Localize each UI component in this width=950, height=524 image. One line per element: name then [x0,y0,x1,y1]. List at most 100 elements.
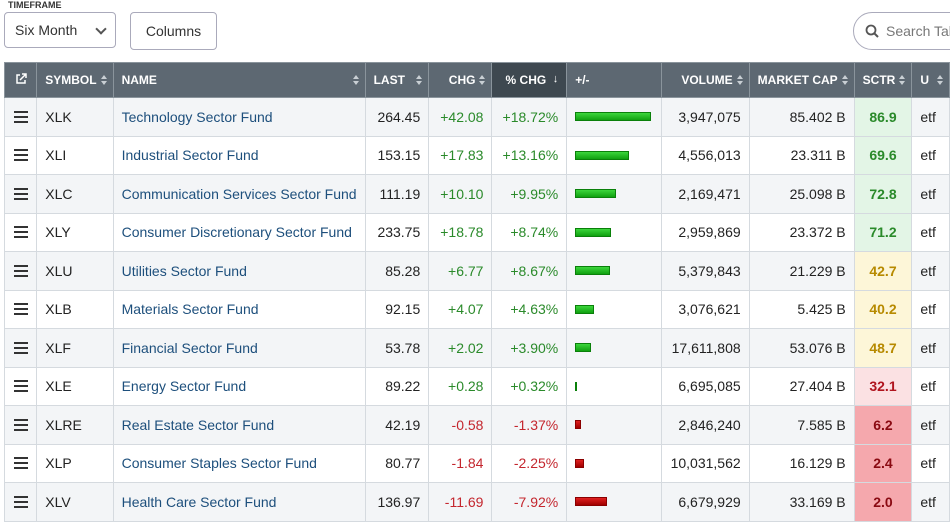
row-menu[interactable] [3,405,38,445]
sort-arrow [416,81,423,85]
column-header[interactable]: VOLUME [661,62,750,98]
menu-icon[interactable] [13,264,28,277]
menu-icon[interactable] [13,418,28,431]
change-bar [575,150,629,160]
volume-cell: 6,679,929 [661,482,750,522]
row-menu[interactable] [3,212,38,252]
column-header-label: SCTR [862,73,896,87]
export-icon [15,72,27,84]
menu-icon[interactable] [13,110,28,123]
column-header[interactable]: CHG [428,62,493,98]
row-menu[interactable] [3,482,38,522]
chg-cell: +4.07 [428,289,493,329]
sctr-cell: 86.9 [853,97,913,137]
chg-cell: -1.84 [428,443,493,483]
sort-arrow [352,75,359,79]
column-header[interactable]: SCTR [853,62,913,98]
menu-icon[interactable] [13,341,28,354]
bar-cell [566,366,663,406]
sctr-cell: 40.2 [853,289,913,329]
symbol-cell: XLK [36,97,114,137]
sort-arrow [736,81,743,85]
name-cell[interactable]: Utilities Sector Fund [112,251,366,291]
symbol-cell: XLB [36,289,114,329]
bar-cell [566,289,663,329]
column-header[interactable]: SYMBOL [36,62,114,98]
market-cap-cell: 5.425 B [748,289,855,329]
row-menu[interactable] [3,443,38,483]
chg-cell: -0.58 [428,405,493,445]
change-bar [575,112,652,122]
menu-icon[interactable] [13,495,28,508]
menu-icon[interactable] [13,226,28,239]
change-bar [575,458,585,468]
u-cell: etf [911,482,950,522]
u-cell: etf [911,135,950,175]
chg-cell: +10.10 [428,174,493,214]
name-cell[interactable]: Industrial Sector Fund [112,135,366,175]
menu-icon[interactable] [13,457,28,470]
market-cap-cell: 16.129 B [748,443,855,483]
column-header[interactable]: NAME [112,62,366,98]
export-header[interactable] [3,62,38,98]
name-cell[interactable]: Health Care Sector Fund [112,482,366,522]
market-cap-cell: 7.585 B [748,405,855,445]
u-cell: etf [911,97,950,137]
symbol-cell: XLV [36,482,114,522]
row-menu[interactable] [3,366,38,406]
row-menu[interactable] [3,174,38,214]
column-header[interactable]: LAST [364,62,430,98]
last-cell: 85.28 [364,251,430,291]
sort-arrow [479,75,486,79]
row-menu[interactable] [3,251,38,291]
symbol-cell: XLY [36,212,114,252]
search-box[interactable]: Search Table [853,12,950,50]
menu-icon[interactable] [13,303,28,316]
pct-chg-cell: -1.37% [491,405,568,445]
name-cell[interactable]: Communication Services Sector Fund [112,174,366,214]
menu-icon[interactable] [13,380,28,393]
menu-icon[interactable] [13,187,28,200]
bar-cell [566,482,663,522]
volume-cell: 5,379,843 [661,251,750,291]
symbol-cell: XLU [36,251,114,291]
change-bar [575,420,581,430]
volume-cell: 2,959,869 [661,212,750,252]
row-menu[interactable] [3,289,38,329]
name-cell[interactable]: Consumer Discretionary Sector Fund [112,212,366,252]
column-header[interactable]: % CHG ↓ [491,62,568,98]
menu-icon[interactable] [13,149,28,162]
sort-arrow [841,75,848,79]
sector-table: SYMBOL NAME LAST CHG % CHG ↓ +/- VOLUME MARKET C… [3,62,950,522]
sort-arrow [100,81,107,85]
name-cell[interactable]: Real Estate Sector Fund [112,405,366,445]
name-cell[interactable]: Consumer Staples Sector Fund [112,443,366,483]
name-cell[interactable]: Financial Sector Fund [112,328,366,368]
bar-cell [566,135,663,175]
u-cell: etf [911,366,950,406]
volume-cell: 17,611,808 [661,328,750,368]
table-row: XLU Utilities Sector Fund 85.28 +6.77 +8.67%… [3,251,950,291]
name-cell[interactable]: Technology Sector Fund [112,97,366,137]
market-cap-cell: 53.076 B [748,328,855,368]
columns-button[interactable]: Columns [130,12,217,50]
column-header[interactable]: U [911,62,950,98]
row-menu[interactable] [3,97,38,137]
bar-cell [566,174,663,214]
name-cell[interactable]: Materials Sector Fund [112,289,366,329]
u-cell: etf [911,174,950,214]
row-menu[interactable] [3,328,38,368]
volume-cell: 2,169,471 [661,174,750,214]
column-header[interactable]: +/- [566,62,663,98]
sort-arrow [899,75,906,79]
bar-cell [566,212,663,252]
sctr-cell: 71.2 [853,212,913,252]
name-cell[interactable]: Energy Sector Fund [112,366,366,406]
volume-cell: 10,031,562 [661,443,750,483]
row-menu[interactable] [3,135,38,175]
market-cap-cell: 23.372 B [748,212,855,252]
timeframe-select[interactable]: Six Month [4,12,116,48]
chg-cell: +42.08 [428,97,493,137]
column-header[interactable]: MARKET CAP [748,62,855,98]
last-cell: 264.45 [364,97,430,137]
